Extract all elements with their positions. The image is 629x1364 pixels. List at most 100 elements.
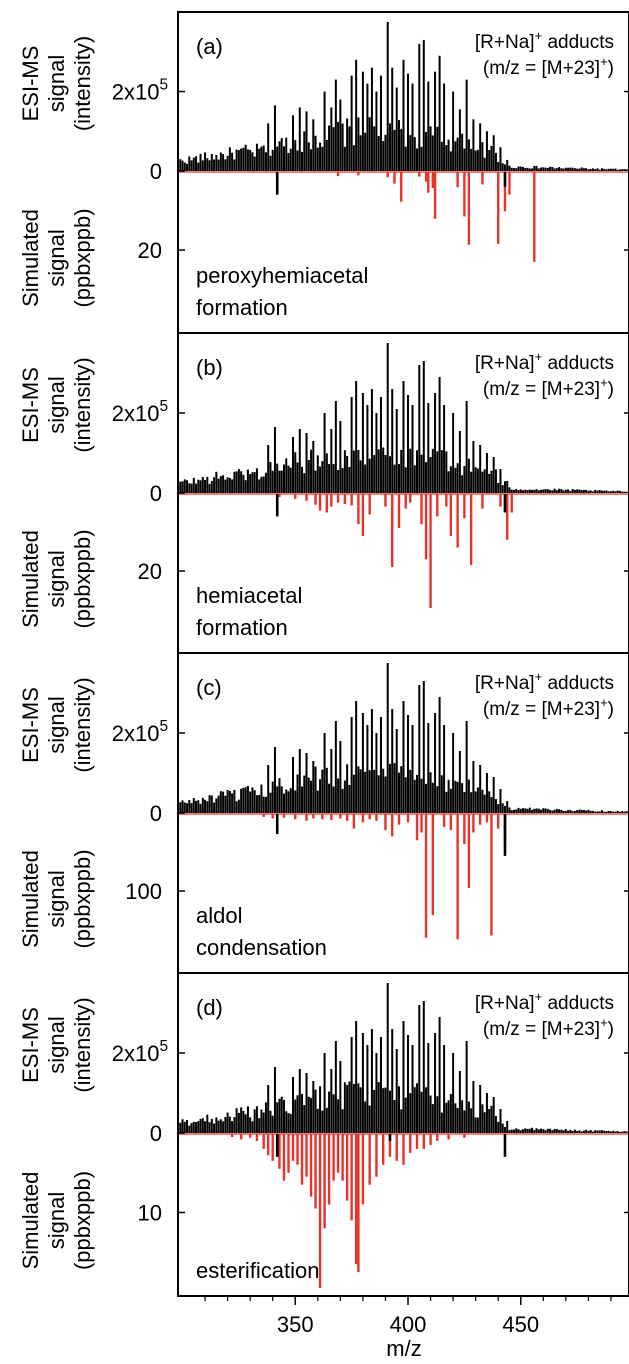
esi-bar: [364, 464, 367, 493]
y-tick-label: 2x105: [112, 1038, 168, 1066]
esi-bar: [199, 803, 202, 813]
esi-bar: [296, 150, 299, 171]
simulated-bar: [330, 814, 333, 821]
simulated-bar: [255, 1134, 259, 1141]
esi-bar: [386, 343, 389, 493]
esi-bar: [240, 148, 243, 171]
esi-bar: [368, 117, 371, 171]
esi-bar: [490, 796, 493, 813]
esi-bar: [528, 489, 531, 493]
esi-bar: [262, 796, 265, 813]
reaction-annotation: formation: [196, 615, 288, 640]
esi-bar: [515, 488, 518, 493]
esi-bar: [328, 464, 331, 493]
esi-bar: [208, 160, 211, 171]
esi-bar: [440, 1112, 443, 1133]
reaction-annotation: condensation: [196, 935, 327, 960]
esi-bar: [337, 1099, 340, 1133]
esi-bar: [262, 1112, 265, 1133]
esi-bar: [594, 169, 597, 171]
y-tick-label: 0: [150, 159, 162, 184]
esi-bar: [510, 810, 513, 813]
esi-bar: [377, 449, 380, 493]
esi-bar: [395, 87, 398, 171]
esi-bar: [447, 1100, 450, 1133]
simulated-bar: [418, 172, 421, 177]
esi-bar: [434, 713, 437, 813]
esi-bar: [422, 1001, 425, 1133]
esi-bar: [443, 83, 446, 171]
esi-bar: [621, 811, 624, 813]
esi-bar: [337, 470, 340, 493]
simulated-bar: [368, 814, 371, 820]
simulated-bar: [323, 1134, 326, 1229]
esi-bar: [625, 1131, 628, 1133]
esi-bar: [301, 786, 304, 813]
esi-bar: [379, 397, 382, 493]
y-label-line: (intensity): [70, 677, 95, 772]
esi-bar: [560, 168, 563, 171]
esi-bar: [580, 167, 583, 171]
esi-bar: [343, 450, 346, 493]
esi-bar: [501, 1123, 504, 1133]
esi-bar: [422, 681, 425, 813]
esi-bar: [580, 1131, 583, 1133]
esi-bar: [402, 701, 405, 813]
esi-bar: [298, 1069, 301, 1133]
esi-bar: [334, 401, 337, 493]
esi-bar: [562, 810, 565, 813]
esi-bar: [474, 791, 477, 813]
esi-bar: [249, 791, 252, 813]
esi-bar: [571, 489, 574, 493]
esi-bar: [278, 470, 281, 493]
esi-bar: [510, 489, 513, 493]
simulated-bar: [497, 814, 500, 829]
esi-bar: [361, 1033, 364, 1133]
esi-bar: [558, 809, 561, 813]
esi-bar: [350, 1037, 353, 1133]
simulated-bar: [427, 172, 430, 193]
esi-bar: [470, 1108, 473, 1133]
esi-bar: [564, 811, 567, 813]
esi-bar: [384, 776, 387, 813]
esi-bar: [517, 1129, 520, 1133]
y-tick-label: 20: [138, 238, 162, 263]
esi-bar: [438, 377, 441, 493]
esi-bar: [598, 1130, 601, 1133]
esi-bar: [197, 1121, 200, 1133]
esi-bar: [397, 464, 400, 493]
esi-bar: [179, 1122, 182, 1133]
esi-bar: [553, 488, 556, 493]
esi-bar: [447, 471, 450, 493]
esi-bar: [503, 481, 506, 493]
esi-bar: [573, 1129, 576, 1133]
esi-bar: [303, 1105, 306, 1133]
esi-bar: [524, 167, 527, 171]
esi-bar: [368, 458, 371, 493]
esi-bar: [192, 477, 195, 493]
esi-bar: [269, 1110, 272, 1133]
esi-bar: [235, 1108, 238, 1133]
esi-bar: [528, 168, 531, 171]
y-label-line: signal: [44, 229, 69, 286]
y-label-line: Simulated: [18, 209, 43, 307]
esi-bar: [188, 483, 191, 493]
simulated-black-bar: [388, 1134, 392, 1141]
esi-bar: [429, 1095, 432, 1133]
esi-bar: [262, 476, 265, 493]
esi-bar: [483, 469, 486, 493]
y-label-line: ESI-MS: [18, 1007, 43, 1083]
esi-bar: [246, 1106, 249, 1133]
esi-bar: [226, 1112, 229, 1133]
simulated-black-bar: [275, 814, 279, 835]
esi-bar: [485, 773, 488, 813]
esi-bar: [436, 1096, 439, 1133]
esi-bar: [235, 801, 238, 813]
esi-bar: [481, 471, 484, 493]
esi-bar: [352, 145, 355, 171]
simulated-bar: [395, 1134, 398, 1161]
simulated-bar: [339, 814, 342, 819]
esi-bar: [301, 1093, 304, 1133]
esi-bar: [195, 1122, 198, 1133]
